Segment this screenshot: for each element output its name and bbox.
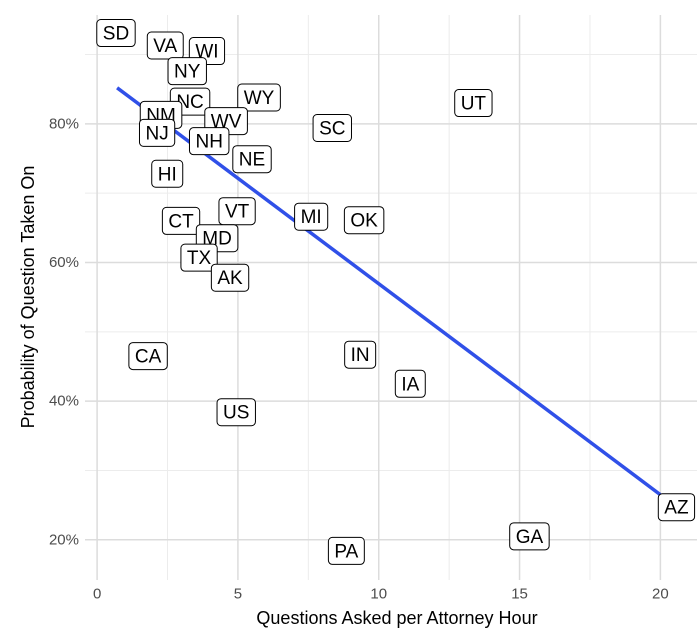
label-text: NC — [176, 92, 203, 113]
y-tick-label: 80% — [49, 115, 79, 132]
point-label: VT — [218, 197, 256, 226]
point-label: SD — [96, 19, 136, 48]
point-label: AZ — [657, 493, 696, 522]
y-tick-label: 20% — [49, 531, 79, 548]
x-tick-label: 20 — [652, 586, 669, 603]
x-tick-label: 5 — [234, 586, 242, 603]
label-box — [343, 206, 385, 235]
point-label: PA — [327, 536, 365, 565]
point-label: WY — [237, 83, 281, 112]
point-label: IA — [394, 369, 426, 398]
label-box — [128, 342, 168, 371]
label-box — [216, 398, 256, 427]
label-text: GA — [516, 527, 544, 548]
label-box — [138, 118, 176, 147]
label-text: IN — [351, 345, 370, 366]
label-text: SC — [319, 119, 345, 140]
label-text: CT — [168, 211, 194, 232]
point-label: OK — [343, 206, 385, 235]
point-label: NY — [167, 57, 207, 86]
label-text: WY — [244, 88, 275, 109]
point-label: CT — [161, 206, 201, 235]
label-box — [218, 197, 256, 226]
y-axis-title: Probability of Question Taken On — [18, 166, 38, 429]
point-label: US — [216, 398, 256, 427]
label-text: MI — [301, 207, 322, 228]
label-box — [96, 19, 136, 48]
label-box — [188, 127, 230, 156]
label-text: OK — [350, 211, 378, 232]
point-label: UT — [454, 89, 493, 118]
grid — [85, 15, 697, 580]
point-label: TX — [180, 243, 218, 272]
label-box — [237, 83, 281, 112]
label-box — [394, 369, 426, 398]
label-text: AK — [217, 268, 243, 289]
label-text: PA — [334, 541, 358, 562]
label-box — [210, 263, 250, 292]
label-text: UT — [461, 94, 487, 115]
label-text: NH — [195, 132, 222, 153]
x-tick-label: 15 — [511, 586, 528, 603]
x-tick-label: 0 — [93, 586, 101, 603]
label-text: CA — [135, 347, 162, 368]
label-text: NY — [174, 62, 201, 83]
point-label: IN — [344, 340, 377, 369]
label-box — [294, 202, 329, 231]
label-box — [312, 114, 352, 142]
label-text: VA — [153, 36, 177, 57]
label-text: US — [223, 403, 249, 424]
label-box — [167, 57, 207, 86]
label-text: AZ — [664, 498, 689, 519]
point-label: HI — [151, 159, 184, 188]
label-text: TX — [187, 248, 212, 269]
label-box — [454, 89, 493, 118]
point-label: NE — [232, 145, 272, 174]
x-tick-label: 10 — [370, 586, 387, 603]
point-label: NJ — [138, 118, 176, 147]
label-box — [180, 243, 218, 272]
label-box — [151, 159, 184, 188]
label-text: NJ — [145, 123, 168, 144]
label-text: NE — [239, 150, 265, 171]
label-text: IA — [401, 374, 419, 395]
label-box — [232, 145, 272, 174]
label-box — [161, 206, 201, 235]
point-label: VA — [146, 31, 184, 60]
x-axis-title: Questions Asked per Attorney Hour — [256, 608, 537, 628]
label-box — [509, 522, 550, 551]
y-tick-label: 60% — [49, 254, 79, 271]
point-label: CA — [128, 342, 168, 371]
trend-line — [116, 86, 662, 497]
point-label: GA — [509, 522, 550, 551]
point-label: AK — [210, 263, 250, 292]
label-box — [327, 536, 365, 565]
y-tick-label: 40% — [49, 393, 79, 410]
point-label: MI — [294, 202, 329, 231]
label-box — [344, 340, 377, 369]
label-text: VT — [225, 202, 250, 223]
label-text: SD — [103, 24, 129, 45]
trend — [116, 86, 662, 497]
label-box — [146, 31, 184, 60]
point-label: NH — [188, 127, 230, 156]
ticks: 0 5 10 15 20 20% 40% 60% 80% — [49, 115, 669, 602]
point-label: SC — [312, 114, 352, 142]
label-text: HI — [158, 164, 177, 185]
label-box — [657, 493, 696, 522]
